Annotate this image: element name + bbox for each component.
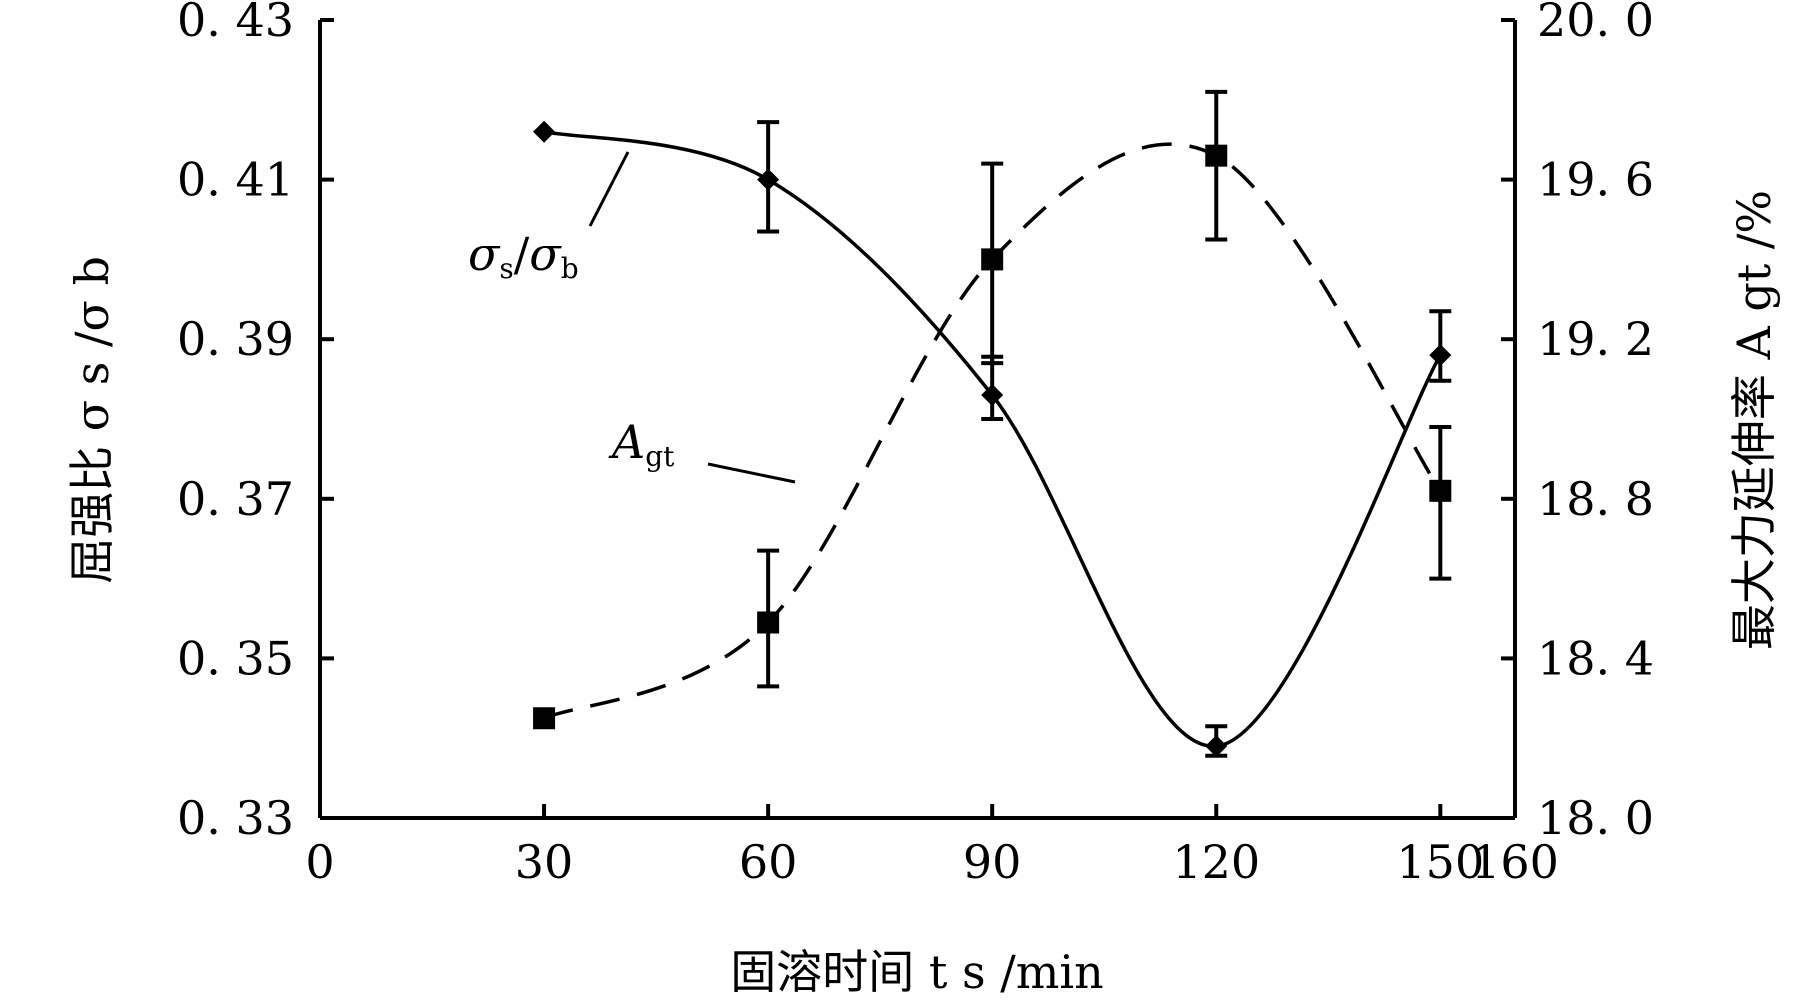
data-point-square: [757, 611, 780, 634]
data-point-square: [981, 248, 1004, 271]
data-point-diamond: [981, 384, 1004, 407]
right-y-tick-label: 19. 2: [1537, 312, 1654, 366]
data-point-diamond: [533, 120, 556, 143]
series-line-0: [543, 130, 1442, 748]
right-y-tick-label: 18. 8: [1537, 472, 1654, 526]
left-y-tick-label: 0. 37: [177, 472, 294, 526]
markers: [533, 120, 1452, 758]
x-tick-label: 120: [1172, 835, 1260, 889]
left-y-tick-label: 0. 41: [177, 153, 294, 207]
annotation-agt-leader: [707, 462, 796, 484]
annotation-ratio-main2: σ: [529, 227, 562, 281]
left-y-axis-title: 屈强比 σ s /σ b: [65, 256, 119, 584]
annotation-ratio: σs/σb: [468, 151, 630, 285]
annotation-agt-sub: gt: [645, 440, 675, 473]
x-tick-label: 60: [739, 835, 798, 889]
left-y-tick-label: 0. 43: [177, 0, 294, 47]
data-point-square: [1205, 144, 1228, 167]
left-y-tick-label: 0. 39: [177, 312, 294, 366]
x-tick-label: 150: [1396, 835, 1484, 889]
annotation-ratio-sub2: b: [561, 252, 579, 285]
x-tick-label: 0: [305, 835, 334, 889]
error-bars: [757, 89, 1452, 758]
annotation-agt-main: A: [608, 415, 645, 469]
x-tick-label: 30: [515, 835, 574, 889]
left-y-tick-label: 0. 35: [177, 631, 294, 685]
right-y-tick-label: 20. 0: [1537, 0, 1654, 47]
right-y-axis-title: 最大力延伸率 A gt /%: [1727, 190, 1781, 650]
annotation-ratio-main: σ: [468, 227, 501, 281]
annotation-ratio-leader: [588, 151, 630, 227]
x-axis-title: 固溶时间 t s /min: [730, 945, 1103, 999]
x-tick-label: 90: [963, 835, 1022, 889]
data-point-square: [1429, 479, 1452, 502]
left-y-tick-label: 0. 33: [177, 791, 294, 845]
annotation-ratio-sub1: s: [499, 252, 513, 285]
right-y-tick-label: 18. 4: [1537, 631, 1654, 685]
data-point-diamond: [1429, 344, 1452, 367]
annotation-ratio-slash: /: [514, 227, 530, 281]
axes: [318, 20, 1517, 820]
svg-text:σs/σb: σs/σb: [468, 227, 579, 285]
data-point-square: [533, 707, 556, 730]
annotation-agt: Agt: [608, 415, 796, 484]
data-point-diamond: [757, 168, 780, 191]
x-tick-label: 160: [1471, 835, 1559, 889]
svg-text:Agt: Agt: [608, 415, 675, 473]
right-y-tick-label: 19. 6: [1537, 153, 1654, 207]
right-y-tick-label: 18. 0: [1537, 791, 1654, 845]
data-point-diamond: [1205, 735, 1228, 758]
